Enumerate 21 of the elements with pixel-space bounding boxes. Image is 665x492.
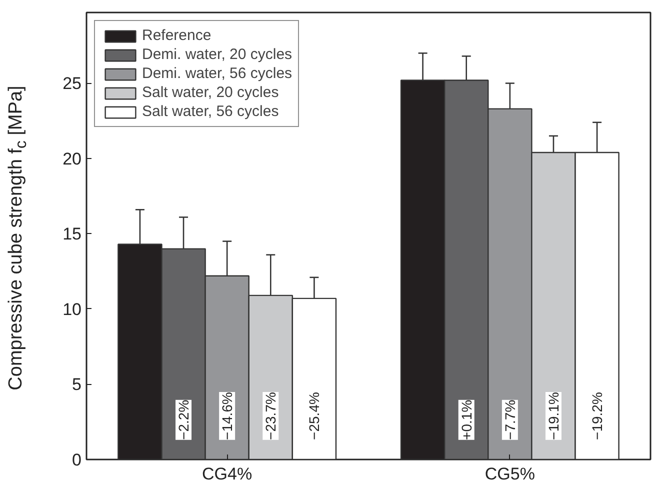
annotation: −25.4% (306, 392, 322, 440)
annotation: +0.1% (458, 400, 474, 440)
legend-label: Reference (142, 27, 212, 44)
y-tick-label: 0 (72, 450, 82, 470)
legend-label: Demi. water, 56 cycles (142, 65, 292, 82)
legend-label: Salt water, 56 cycles (142, 103, 279, 120)
annotation: −14.6% (219, 392, 236, 440)
y-tick-label: 25 (62, 74, 82, 94)
legend-label: Demi. water, 20 cycles (142, 46, 292, 63)
annotation: −23.7% (262, 392, 279, 440)
annotation: −19.2% (589, 392, 606, 440)
y-tick-label: 20 (62, 149, 82, 168)
y-tick-label: 5 (72, 375, 82, 394)
x-tick-label: CG5% (484, 464, 535, 484)
x-tick-label: CG4% (202, 464, 252, 484)
y-tick-label: 15 (62, 224, 82, 244)
annotation: −7.7% (502, 400, 518, 440)
annotation: −19.1% (545, 392, 562, 440)
legend-label: Salt water, 20 cycles (142, 84, 279, 101)
annotation: −2.2% (176, 400, 192, 440)
y-tick-label: 10 (62, 300, 82, 319)
